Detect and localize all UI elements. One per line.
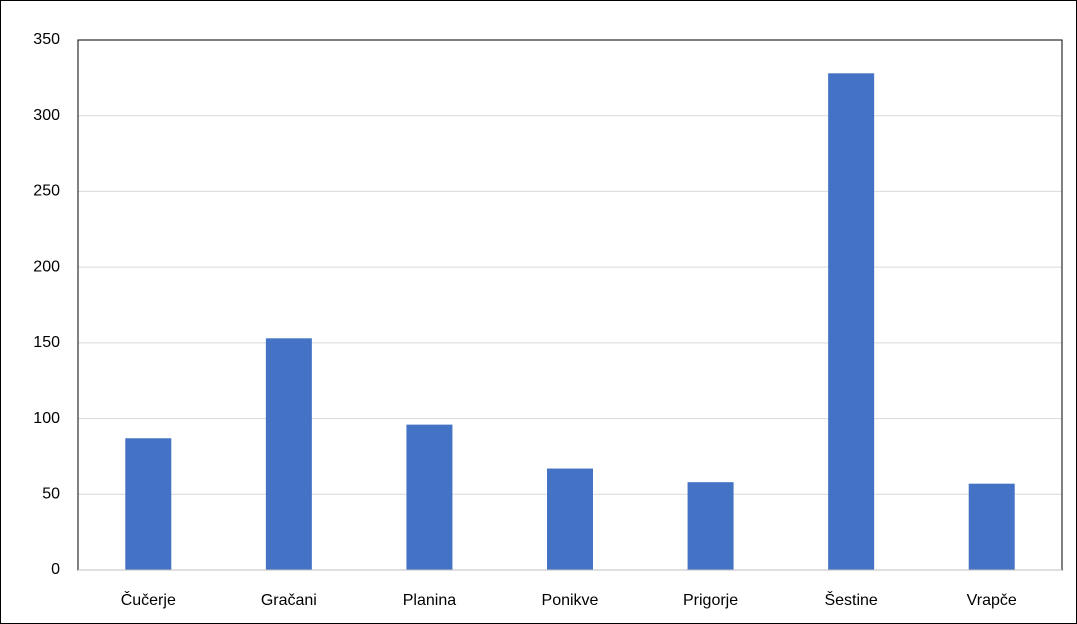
y-tick-label: 300 xyxy=(33,107,60,124)
bar xyxy=(828,73,875,571)
bar xyxy=(968,483,1015,570)
x-tick-label: Ponikve xyxy=(542,592,599,609)
x-tick-label: Vrapče xyxy=(967,592,1017,609)
x-tick-label: Planina xyxy=(403,592,456,609)
x-tick-label: Prigorje xyxy=(683,592,738,609)
y-tick-label: 250 xyxy=(33,183,60,200)
bar xyxy=(125,438,172,570)
y-tick-label: 0 xyxy=(51,561,60,578)
x-tick-label: Čučerje xyxy=(121,590,176,609)
x-tick-label: Gračani xyxy=(261,592,317,609)
bar xyxy=(547,468,593,570)
y-tick-label: 350 xyxy=(33,31,60,48)
bar xyxy=(406,424,453,570)
bar xyxy=(265,338,312,570)
x-tick-label: Šestine xyxy=(824,590,877,609)
y-tick-label: 50 xyxy=(42,486,60,503)
y-tick-label: 200 xyxy=(33,258,60,275)
y-tick-label: 100 xyxy=(33,410,60,427)
bar xyxy=(687,482,734,570)
y-tick-label: 150 xyxy=(33,334,60,351)
